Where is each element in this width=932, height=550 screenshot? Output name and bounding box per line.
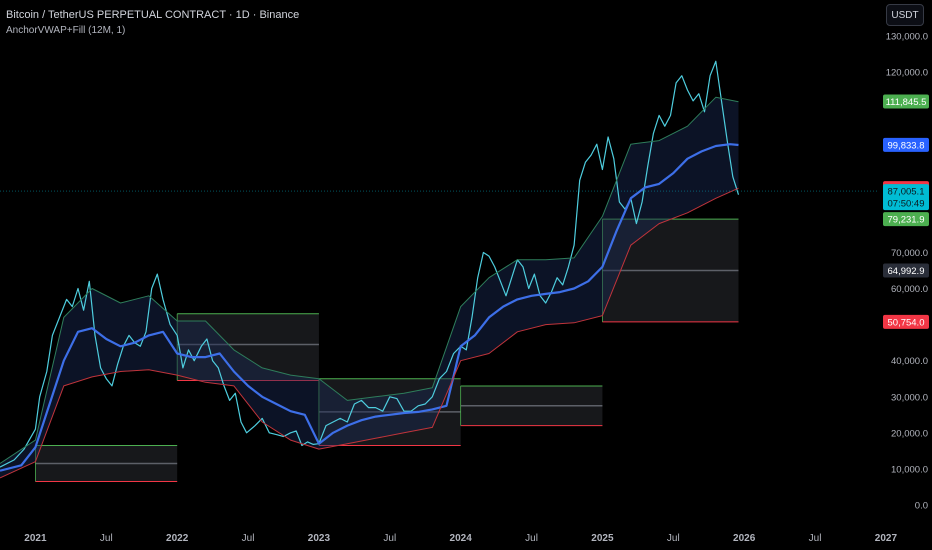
countdown-label: 07:50:49 [888,199,925,210]
price-tag-label: 79,231.9 [888,215,925,226]
vwap-band-fill [0,97,739,478]
price-tag-label: 111,845.5 [886,97,927,108]
symbol-title: Bitcoin / TetherUS PERPETUAL CONTRACT · … [6,9,300,21]
x-tick-label: 2026 [733,533,756,544]
y-tick-label: 10,000.0 [891,464,928,475]
y-tick-label: 120,000.0 [886,68,928,79]
x-tick-label: Jul [809,533,822,544]
x-tick-label: Jul [242,533,255,544]
x-tick-label: Jul [383,533,396,544]
plot-area[interactable] [0,60,878,483]
time-axis[interactable]: 2021 Jul 2022 Jul 2023 Jul 2024 Jul 2025 Jul 2026 J… [24,533,897,544]
price-tag [883,314,929,329]
price-tag [883,184,929,211]
y-tick-label: 40,000.0 [891,356,928,367]
x-tick-label: 2025 [591,533,614,544]
y-tick-label: 30,000.0 [891,392,928,403]
price-tag-label: 87,005.1 [888,187,925,198]
series-line-lower-band [0,187,739,479]
price-tag-label: 50,754.0 [888,317,925,328]
price-tags: 111,845.599,833.887,822.187,005.107:50:4… [883,94,929,329]
series-line-upper-band [0,96,739,464]
x-tick-label: Jul [667,533,680,544]
x-tick-label: Jul [525,533,538,544]
price-tag [883,94,929,109]
price-axis[interactable]: 0.0 10,000.0 20,000.0 30,000.0 40,000.0 60,00… [886,32,928,512]
price-tag [883,212,929,227]
x-tick-label: 2024 [450,533,473,544]
y-tick-label: 20,000.0 [891,428,928,439]
price-tag [883,263,929,278]
price-tag-label: 64,992.9 [888,266,925,277]
indicator-title[interactable]: AnchorVWAP+Fill (12M, 1) [6,25,126,36]
price-tag [883,137,929,152]
currency-button[interactable]: USDT [886,4,924,26]
x-tick-label: 2027 [875,533,898,544]
x-tick-label: Jul [100,533,113,544]
price-tag-label: 99,833.8 [888,140,925,151]
series-line-anchored-vwap [0,143,739,472]
y-tick-label: 70,000.0 [891,248,928,259]
y-tick-label: 130,000.0 [886,32,928,43]
x-tick-label: 2021 [24,533,47,544]
y-tick-label: 0.0 [915,501,928,512]
y-tick-label: 60,000.0 [891,284,928,295]
x-tick-label: 2023 [308,533,331,544]
x-tick-label: 2022 [166,533,189,544]
